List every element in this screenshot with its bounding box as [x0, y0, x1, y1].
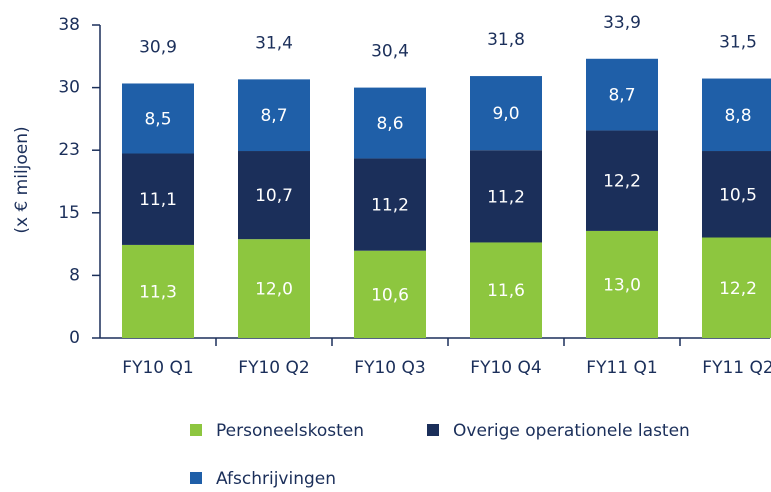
value-label: 8,5	[144, 109, 171, 129]
bar-segment	[586, 130, 658, 231]
total-label: 30,9	[139, 37, 177, 57]
x-tick-label: FY10 Q4	[470, 358, 541, 378]
total-label: 33,9	[603, 13, 641, 33]
legend-swatch	[190, 424, 202, 436]
value-label: 12,2	[603, 172, 641, 192]
bar-segment	[586, 230, 658, 338]
bar-segment	[238, 239, 310, 338]
legend-swatch	[427, 424, 439, 436]
bar-segment	[354, 87, 426, 159]
bar-segment	[702, 78, 771, 152]
y-tick-label: 23	[58, 140, 80, 160]
y-tick-label: 0	[69, 328, 80, 348]
value-label: 11,2	[371, 196, 409, 216]
y-tick-label: 15	[58, 203, 80, 223]
x-tick-label: FY11 Q2	[702, 358, 771, 378]
legend-label: Afschrijvingen	[216, 469, 336, 489]
value-label: 8,7	[608, 86, 635, 106]
bar-segment	[122, 153, 194, 245]
bar-segment	[702, 151, 771, 238]
bar-segment	[470, 242, 542, 338]
y-axis-label: (x € miljoen)	[12, 126, 32, 233]
value-label: 8,6	[376, 114, 403, 134]
value-label: 8,8	[724, 106, 751, 126]
bar-segment	[586, 58, 658, 131]
value-label: 10,5	[719, 185, 757, 205]
y-tick-label: 8	[69, 265, 80, 285]
x-tick-label: FY11 Q1	[586, 358, 657, 378]
value-label: 8,7	[260, 106, 287, 126]
total-label: 31,8	[487, 30, 525, 50]
total-label: 31,5	[719, 33, 757, 53]
value-label: 10,6	[371, 285, 409, 305]
value-label: 12,2	[719, 279, 757, 299]
legend-label: Overige operationele lasten	[453, 421, 690, 441]
value-label: 13,0	[603, 275, 641, 295]
y-tick-label: 38	[58, 15, 80, 35]
value-label: 11,1	[139, 190, 177, 210]
total-label: 30,4	[371, 42, 409, 62]
x-tick-label: FY10 Q2	[238, 358, 309, 378]
bar-segment	[470, 150, 542, 243]
y-tick-label: 30	[58, 78, 80, 98]
legend-label: Personeelskosten	[216, 421, 364, 441]
bar-segment	[122, 244, 194, 338]
bar-segment	[354, 158, 426, 251]
bar-segment	[238, 151, 310, 240]
legend-swatch	[190, 472, 202, 484]
value-label: 11,2	[487, 187, 525, 207]
bar-segment	[238, 79, 310, 152]
x-tick-label: FY10 Q3	[354, 358, 425, 378]
value-label: 9,0	[492, 104, 519, 124]
bar-segment	[354, 250, 426, 338]
value-label: 12,0	[255, 280, 293, 300]
value-label: 10,7	[255, 186, 293, 206]
value-label: 11,6	[487, 281, 525, 301]
bar-segment	[702, 237, 771, 338]
bar-segment	[122, 83, 194, 154]
total-label: 31,4	[255, 33, 293, 53]
x-tick-label: FY10 Q1	[122, 358, 193, 378]
value-label: 11,3	[139, 282, 177, 302]
bar-segment	[470, 76, 542, 151]
